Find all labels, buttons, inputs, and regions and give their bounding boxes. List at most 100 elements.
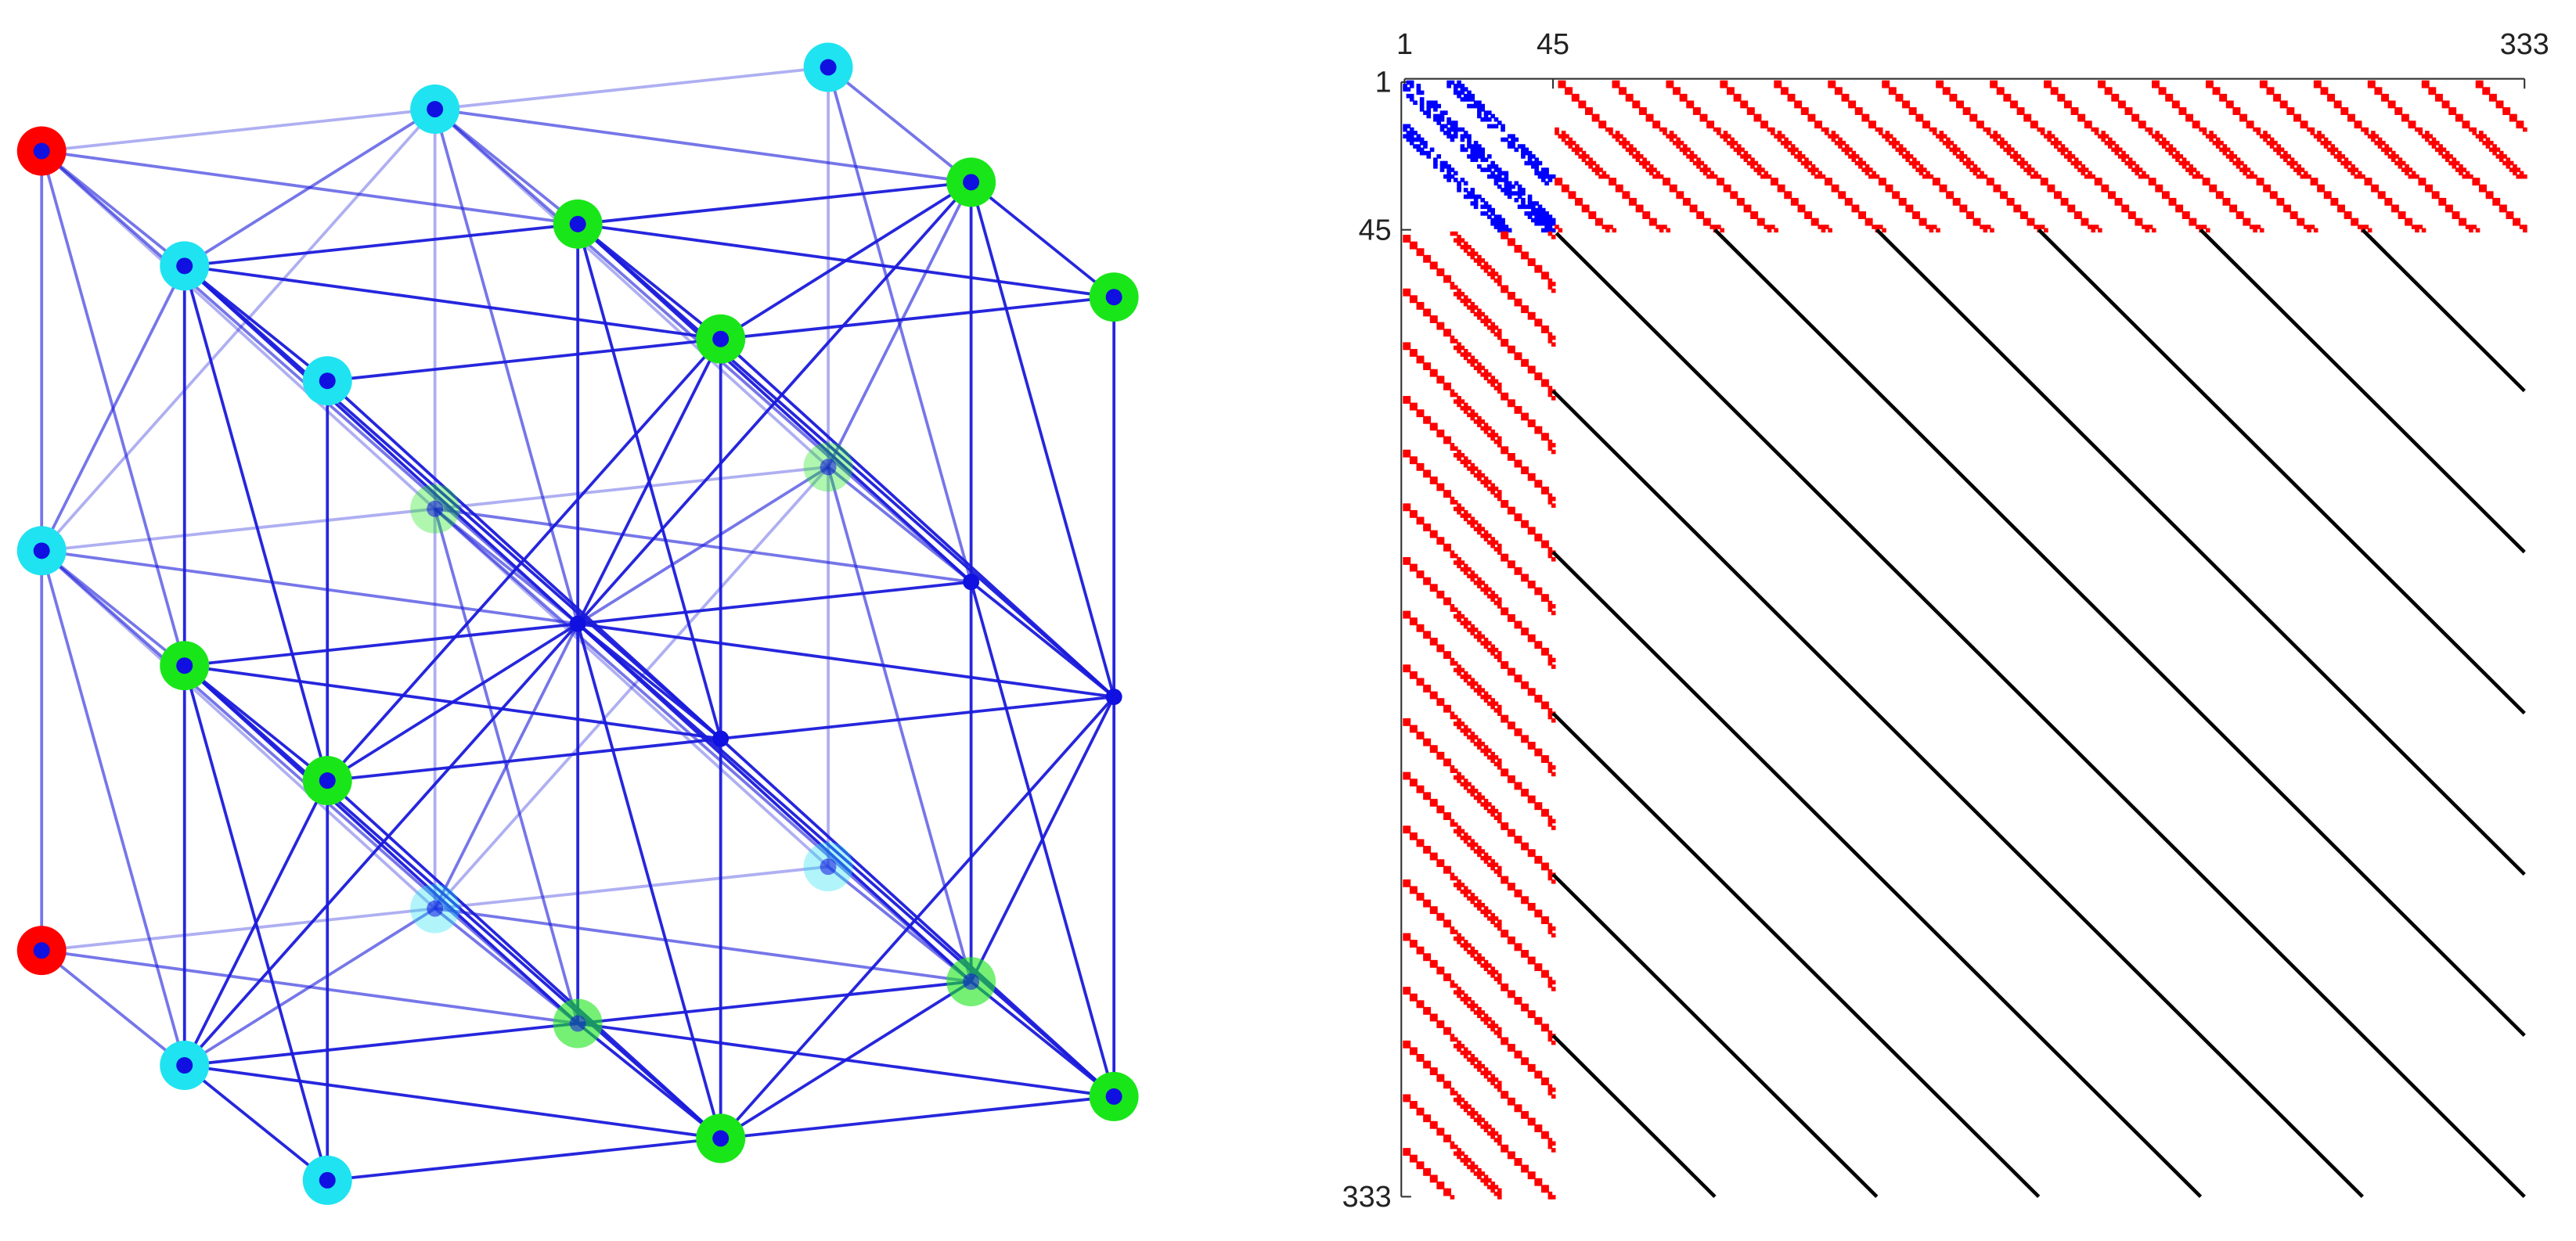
- nonzero: [1537, 587, 1543, 592]
- nonzero: [1436, 644, 1441, 649]
- nonzero: [1952, 147, 1958, 153]
- nonzero: [1898, 197, 1904, 203]
- nonzero: [1547, 1195, 1553, 1200]
- nonzero: [1824, 178, 1829, 182]
- nonzero: [1416, 1161, 1421, 1166]
- nonzero: [2239, 117, 2244, 122]
- nonzero: [1521, 735, 1526, 739]
- nonzero: [1912, 107, 1917, 112]
- nonzero: [1676, 90, 1681, 95]
- nonzero: [1756, 113, 1762, 119]
- nonzero: [1939, 131, 1944, 135]
- nonzero: [2225, 197, 2231, 203]
- nonzero: [1423, 527, 1428, 531]
- nonzero: [1453, 339, 1458, 344]
- nonzero: [2050, 134, 2055, 138]
- nonzero: [1777, 184, 1782, 189]
- nonzero: [1956, 147, 1961, 153]
- nonzero: [1426, 1167, 1432, 1173]
- nonzero: [2513, 171, 2517, 176]
- nonzero: [1841, 194, 1846, 200]
- nonzero: [1450, 1037, 1455, 1042]
- nonzero: [1436, 1131, 1441, 1136]
- nonzero: [1507, 936, 1512, 941]
- nonzero: [1905, 204, 1911, 210]
- nonzero: [1493, 117, 1499, 122]
- nonzero: [1810, 171, 1816, 176]
- nonzero: [1531, 637, 1536, 642]
- nonzero: [1936, 80, 1940, 85]
- nonzero: [2390, 157, 2396, 163]
- nonzero: [1487, 325, 1492, 330]
- nonzero: [2459, 113, 2463, 119]
- nonzero: [1403, 235, 1407, 239]
- nonzero: [1497, 490, 1502, 495]
- nonzero: [2431, 137, 2437, 142]
- nonzero: [1976, 167, 1981, 172]
- nonzero: [1531, 1013, 1536, 1019]
- nonzero: [2060, 201, 2066, 206]
- nonzero: [1450, 496, 1455, 502]
- nonzero: [2236, 164, 2241, 169]
- nonzero: [1490, 1134, 1495, 1139]
- nonzero: [1477, 194, 1482, 200]
- nonzero: [1470, 355, 1475, 361]
- nonzero: [1612, 84, 1617, 88]
- mesh-edge: [41, 907, 435, 952]
- nonzero: [1423, 308, 1428, 314]
- nonzero: [1453, 84, 1458, 88]
- nonzero: [1540, 1185, 1546, 1189]
- nonzero: [1949, 93, 1955, 99]
- nonzero: [1746, 110, 1752, 115]
- nonzero: [2509, 167, 2514, 172]
- nonzero: [2320, 90, 2326, 95]
- nonzero: [1467, 789, 1472, 793]
- nonzero: [1507, 348, 1512, 354]
- nonzero: [1831, 137, 1836, 142]
- nonzero: [1436, 325, 1441, 330]
- nonzero: [2384, 201, 2389, 206]
- nonzero: [1521, 685, 1526, 689]
- nonzero: [1403, 664, 1407, 669]
- nonzero: [1942, 140, 1947, 146]
- nonzero: [1447, 654, 1451, 660]
- nonzero: [1824, 181, 1829, 186]
- nonzero: [1507, 613, 1512, 619]
- nonzero: [1848, 201, 1853, 206]
- nonzero: [1534, 480, 1539, 484]
- nonzero: [1915, 211, 1920, 216]
- nonzero: [1406, 124, 1411, 129]
- nonzero: [2246, 221, 2251, 226]
- nonzero: [1507, 560, 1512, 565]
- nonzero: [1730, 144, 1735, 149]
- nonzero: [1521, 197, 1526, 203]
- nonzero: [2067, 204, 2072, 210]
- nonzero: [1521, 628, 1526, 632]
- nonzero: [1490, 1131, 1495, 1136]
- nonzero: [2327, 93, 2332, 99]
- nonzero: [1727, 90, 1731, 95]
- nonzero: [2063, 154, 2069, 159]
- nonzero: [2482, 140, 2487, 146]
- nonzero: [2428, 90, 2433, 95]
- nonzero: [1439, 483, 1445, 488]
- nonzero: [1918, 164, 1924, 169]
- nonzero: [2374, 140, 2380, 146]
- nonzero: [1480, 587, 1486, 592]
- nonzero: [1517, 184, 1522, 189]
- nonzero: [1450, 822, 1455, 827]
- nonzero: [1561, 134, 1566, 138]
- nonzero: [1521, 251, 1526, 257]
- nonzero: [1483, 477, 1489, 481]
- nonzero: [1450, 285, 1455, 290]
- nonzero: [2313, 80, 2318, 85]
- nonzero: [1426, 634, 1432, 639]
- nonzero: [1514, 946, 1519, 951]
- nonzero: [1965, 160, 1971, 166]
- nonzero: [1527, 741, 1533, 746]
- nonzero: [1864, 117, 1870, 122]
- nonzero: [1625, 147, 1630, 153]
- nonzero: [1619, 90, 1623, 95]
- nonzero: [2054, 90, 2059, 95]
- nonzero: [1436, 590, 1441, 595]
